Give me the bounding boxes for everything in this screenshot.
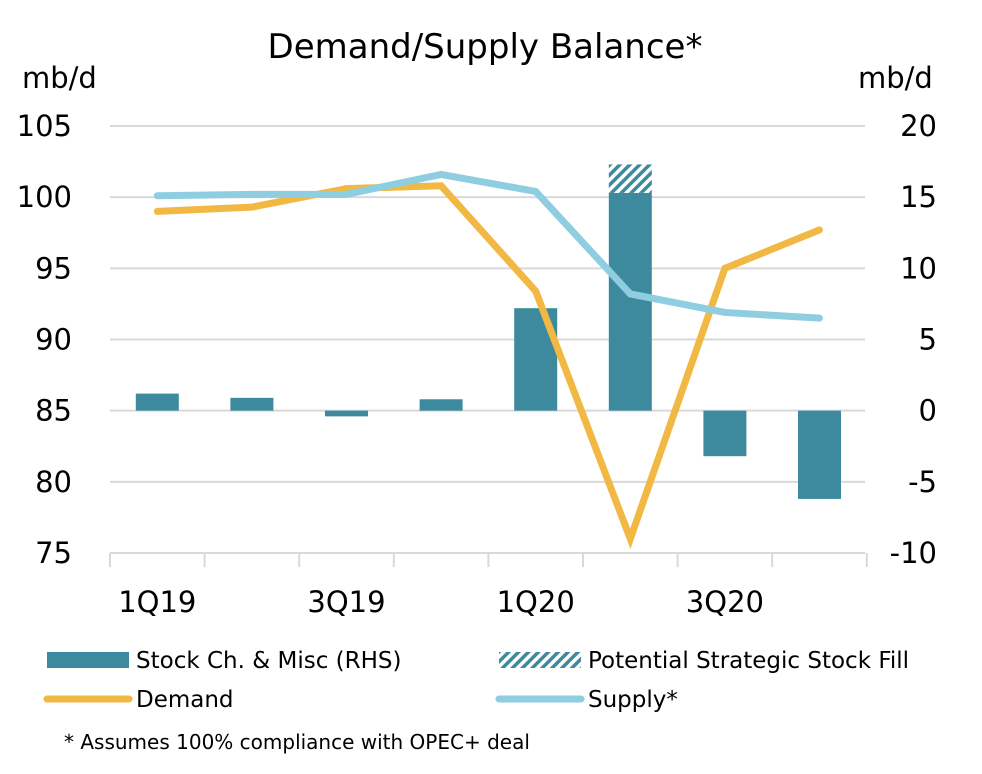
legend-label: Potential Strategic Stock Fill xyxy=(588,648,909,674)
legend-label: Supply* xyxy=(588,687,678,713)
line-supply xyxy=(153,170,823,322)
bar-stock-change xyxy=(703,410,747,457)
bar-stock-change xyxy=(135,393,179,411)
left-axis-ticks: 105 100 95 90 85 80 75 xyxy=(17,109,72,570)
line-demand xyxy=(153,182,823,549)
left-tick-label: 85 xyxy=(35,394,72,428)
bar-strategic-stock-fill xyxy=(608,164,652,193)
legend-swatch-stock xyxy=(47,652,129,668)
bar-stock-change xyxy=(419,399,463,411)
line-series xyxy=(153,170,823,549)
legend-swatch-hatch xyxy=(499,652,581,668)
right-tick-label: 20 xyxy=(900,109,937,143)
legend-label: Stock Ch. & Misc (RHS) xyxy=(136,648,401,674)
right-axis-unit: mb/d xyxy=(858,61,933,95)
x-axis-tick-labels: 1Q19 3Q19 1Q20 3Q20 xyxy=(118,585,764,619)
bar-stock-change xyxy=(608,192,652,411)
left-axis-unit: mb/d xyxy=(22,61,97,95)
x-tick-label: 1Q20 xyxy=(497,585,575,619)
chart-title: Demand/Supply Balance* xyxy=(268,27,703,67)
left-tick-label: 95 xyxy=(35,251,72,285)
right-tick-label: 10 xyxy=(900,251,937,285)
footnote: * Assumes 100% compliance with OPEC+ dea… xyxy=(64,730,530,754)
bar-stock-change xyxy=(325,410,368,417)
left-tick-label: 80 xyxy=(35,465,72,499)
x-axis xyxy=(109,552,868,567)
left-tick-label: 100 xyxy=(17,180,72,214)
left-tick-label: 90 xyxy=(35,323,72,357)
x-tick-label: 1Q19 xyxy=(118,585,196,619)
x-tick-label: 3Q20 xyxy=(686,585,764,619)
legend-label: Demand xyxy=(136,687,234,713)
right-tick-label: -10 xyxy=(890,536,937,570)
right-tick-label: 5 xyxy=(919,323,937,357)
x-tick-label: 3Q19 xyxy=(307,585,385,619)
legend: Stock Ch. & Misc (RHS) Potential Strategi… xyxy=(43,648,909,713)
bar-stock-change xyxy=(230,397,274,411)
left-tick-label: 75 xyxy=(35,536,72,570)
right-tick-label: 15 xyxy=(900,180,937,214)
bar-stock-change xyxy=(798,410,841,499)
right-tick-label: 0 xyxy=(919,394,937,428)
left-tick-label: 105 xyxy=(17,109,72,143)
right-tick-label: -5 xyxy=(908,465,937,499)
right-axis-ticks: 20 15 10 5 0 -5 -10 xyxy=(890,109,937,570)
bar-series xyxy=(135,164,841,499)
